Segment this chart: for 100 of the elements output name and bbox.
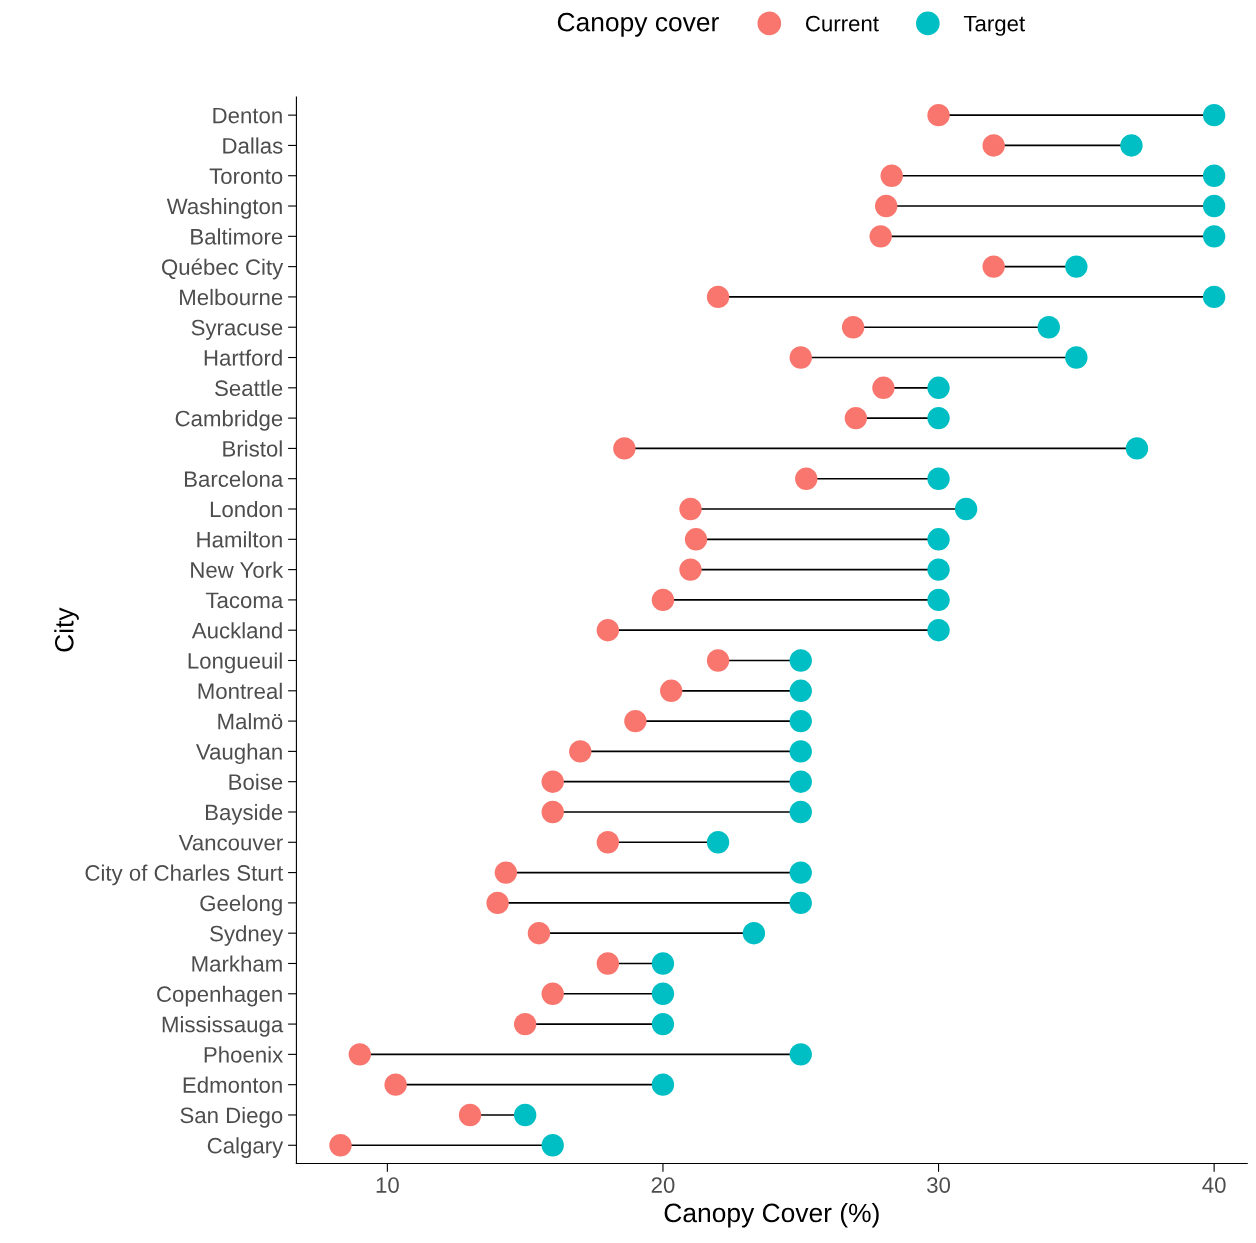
point (513, 1103, 537, 1127)
point (1120, 134, 1143, 157)
point (679, 497, 702, 521)
point (1125, 437, 1149, 460)
legend-label: Target (963, 15, 1025, 36)
point (927, 103, 950, 127)
point (541, 800, 564, 824)
point (789, 891, 812, 915)
x-tick-label: 10 (376, 1177, 399, 1193)
point (706, 285, 730, 309)
y-tick-label: Vancouver (178, 835, 283, 851)
point (789, 1043, 812, 1066)
y-tick-label: Copenhagen (157, 985, 282, 1007)
y-tick-label: Denton (213, 107, 282, 124)
point (624, 709, 647, 733)
y-tick-label: Montreal (198, 682, 282, 700)
y-tick-label: Baltimore (191, 228, 283, 245)
y-tick-label: Cambridge (175, 410, 283, 431)
point (651, 1073, 675, 1096)
y-tick-label: Bristol (223, 440, 282, 457)
y-tick-label: Mississauga (162, 1016, 284, 1037)
point (872, 376, 895, 400)
point (684, 528, 708, 551)
point (1037, 316, 1060, 339)
point (1202, 194, 1226, 218)
point (541, 1134, 564, 1157)
point (494, 861, 518, 884)
point (596, 619, 620, 642)
point (869, 225, 892, 248)
point (651, 952, 675, 975)
y-tick-label: Vaughan (195, 743, 282, 765)
x-axis-title: Canopy Cover (%) (664, 1202, 879, 1228)
point (927, 467, 950, 490)
point (795, 467, 818, 490)
y-tick-label: Québec City (162, 258, 284, 280)
point (874, 194, 898, 218)
y-tick-label: Barcelona (184, 470, 284, 487)
y-tick-label: Bayside (205, 803, 283, 825)
point (789, 709, 812, 733)
point (527, 921, 551, 945)
point (1202, 225, 1226, 248)
y-tick-label: Markham (192, 955, 282, 972)
y-tick-label: Edmonton (183, 1076, 282, 1093)
y-tick-label: Toronto (209, 168, 283, 184)
point (458, 1103, 482, 1127)
y-tick-label: Dallas (223, 137, 283, 154)
point (789, 679, 812, 702)
point (596, 831, 620, 854)
y-tick-label: Geelong (200, 894, 282, 916)
y-tick-label: Calgary (207, 1137, 284, 1158)
point (1202, 285, 1226, 309)
point (651, 982, 675, 1005)
point (329, 1134, 352, 1157)
y-tick-label: San Diego (180, 1106, 283, 1128)
point (927, 528, 950, 551)
point (348, 1043, 371, 1066)
point (742, 921, 766, 945)
y-tick-label: New York (191, 561, 284, 578)
x-tick-label: 40 (1202, 1177, 1226, 1193)
point (789, 346, 812, 369)
point (486, 891, 509, 915)
y-tick-label: London (210, 500, 282, 518)
point (789, 800, 812, 824)
y-tick-label: Seattle (215, 379, 283, 397)
point (982, 255, 1005, 278)
point (1202, 103, 1226, 127)
y-tick-label: Washington (166, 197, 282, 219)
y-tick-label: Hamilton (197, 531, 282, 548)
y-tick-label: Malmö (218, 713, 283, 730)
point (596, 952, 620, 975)
y-tick-label: Longueuil (188, 652, 282, 674)
point (789, 770, 812, 793)
point (651, 588, 675, 612)
point (660, 679, 683, 702)
point (927, 558, 950, 581)
point (927, 588, 950, 612)
legend-label: Current (806, 15, 879, 32)
point (789, 740, 812, 763)
y-tick-label: Sydney (210, 925, 284, 946)
x-tick-label: 30 (927, 1177, 951, 1193)
point (789, 861, 812, 884)
point (541, 770, 564, 793)
point (1065, 346, 1088, 369)
point (880, 164, 903, 187)
point (789, 649, 812, 672)
point (927, 406, 950, 430)
point (706, 831, 730, 854)
y-tick-label: Boise (229, 773, 283, 790)
point (1202, 164, 1226, 187)
y-tick-label: City of Charles Sturt (85, 864, 284, 886)
y-tick-label: Tacoma (205, 592, 284, 609)
point (706, 649, 730, 672)
y-tick-label: Melbourne (180, 288, 283, 306)
y-tick-label: Hartford (204, 349, 282, 366)
y-axis-title: City (54, 607, 79, 652)
y-tick-label: Syracuse (191, 319, 283, 340)
point (679, 558, 702, 581)
point (844, 406, 868, 430)
point (651, 1012, 675, 1036)
legend-title: Canopy cover (557, 12, 719, 37)
